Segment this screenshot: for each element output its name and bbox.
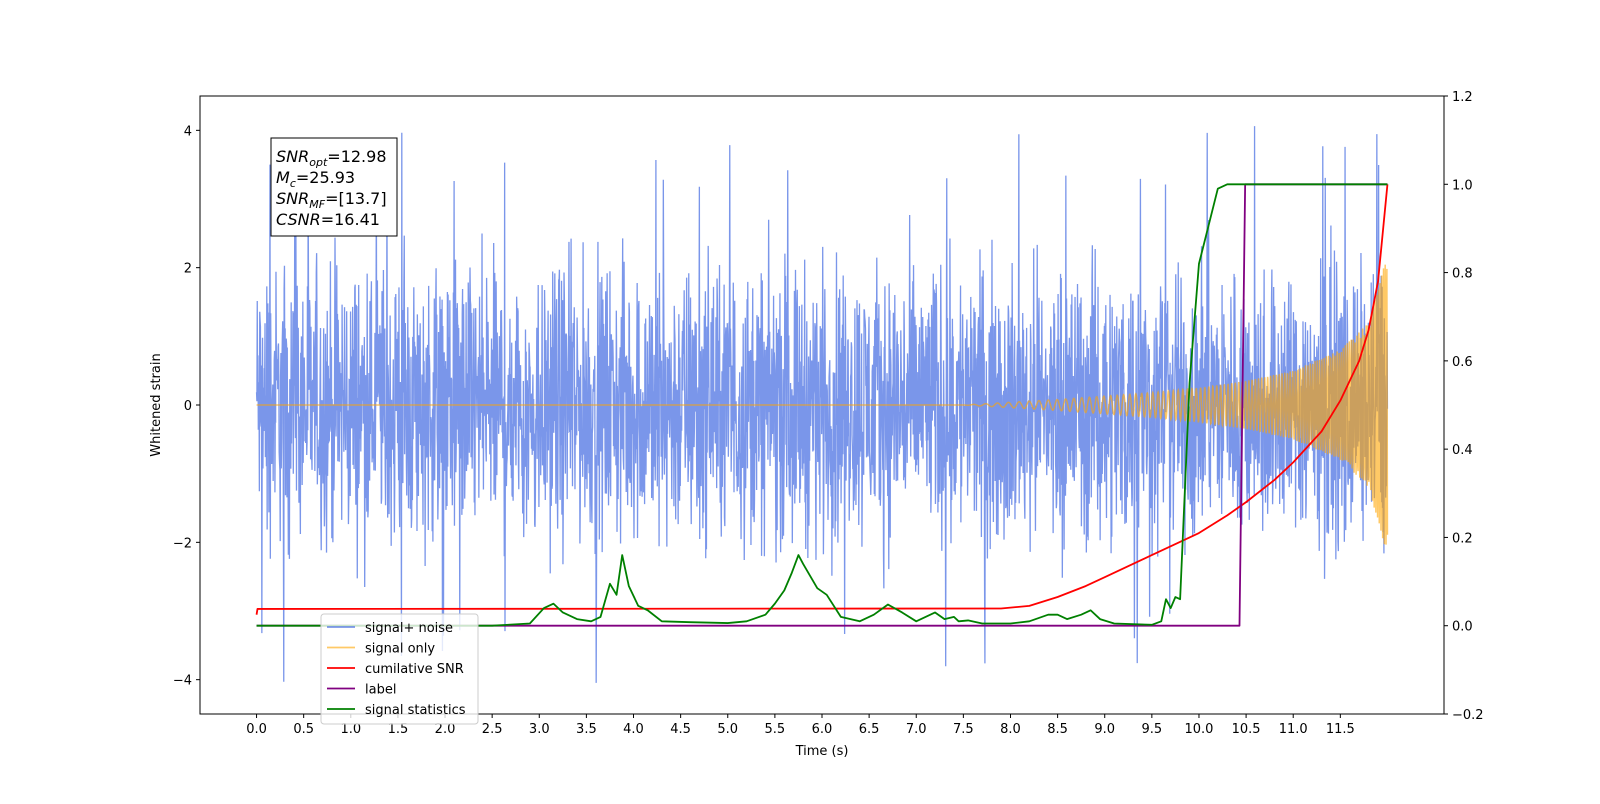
y-axis-label: Whitened strain [149, 353, 164, 456]
x-tick-label: 1.0 [340, 722, 361, 737]
y2-tick-label: 0.2 [1452, 531, 1473, 546]
x-tick-label: 9.0 [1094, 722, 1115, 737]
x-tick-label: 11.5 [1326, 722, 1355, 737]
y-tick-label: −4 [173, 674, 192, 689]
annotation-box-frame [270, 137, 398, 237]
x-tick-label: 10.5 [1232, 722, 1261, 737]
legend-entry-label: label [365, 683, 396, 698]
series-signal-only-line [256, 264, 1389, 545]
x-tick-label: 1.5 [388, 722, 409, 737]
legend-entry-label: signal+ noise [365, 621, 453, 636]
y2-tick-label: 0.8 [1452, 267, 1473, 282]
y2-tick-label: 1.0 [1452, 178, 1473, 193]
y2-tick-label: 0.6 [1452, 355, 1473, 370]
x-tick-label: 2.0 [435, 722, 456, 737]
y2-tick-label: 0.0 [1452, 620, 1473, 635]
x-tick-label: 2.5 [482, 722, 503, 737]
legend-frame [320, 613, 479, 725]
y-tick-label: 0 [184, 399, 192, 414]
series-cumilative-snr-line [255, 184, 1389, 615]
x-tick-label: 5.5 [765, 722, 786, 737]
y2-tick-label: 1.2 [1452, 90, 1473, 105]
x-tick-label: 0.5 [293, 722, 314, 737]
x-tick-label: 4.5 [670, 722, 691, 737]
y2-tick-label: 0.4 [1452, 443, 1473, 458]
annotation-line: SNRopt=12.98 [276, 147, 387, 169]
x-tick-label: 10.0 [1184, 722, 1213, 737]
annotation-line: SNRMF=[13.7] [276, 189, 387, 211]
y-axis-right: −0.2 0.0 0.2 0.4 0.6 0.8 1.0 1.2 [1444, 90, 1484, 723]
y-tick-label: 2 [184, 262, 192, 277]
legend-entry-label: signal statistics [365, 703, 466, 718]
x-axis: 0.0 0.5 1.0 1.5 2.0 2.5 3.0 3.5 4.0 4.5 5.0 5.5 6.0 6… [246, 714, 1355, 737]
x-tick-label: 5.0 [717, 722, 738, 737]
x-tick-label: 8.0 [1000, 722, 1021, 737]
y-tick-label: 4 [184, 124, 192, 139]
x-tick-label: 3.0 [529, 722, 550, 737]
x-tick-label: 3.5 [576, 722, 597, 737]
x-tick-label: 8.5 [1047, 722, 1068, 737]
series-signal-noise-line [255, 126, 1389, 683]
y2-tick-label: −0.2 [1452, 708, 1484, 723]
annotation-line: Mc=25.93 [276, 168, 355, 190]
x-axis-label: Time (s) [795, 744, 849, 759]
x-tick-label: 4.0 [623, 722, 644, 737]
annotation-line: CSNR=16.41 [276, 210, 380, 229]
x-tick-label: 7.0 [906, 722, 927, 737]
y-tick-label: −2 [173, 536, 192, 551]
x-tick-label: 6.0 [812, 722, 833, 737]
legend: signal+ noise signal only cumilative SNR la… [320, 613, 479, 725]
x-tick-label: 11.0 [1279, 722, 1308, 737]
stats-annotation-box: SNRopt=12.98Mc=25.93SNRMF=[13.7]CSNR=16.… [270, 137, 398, 237]
x-tick-label: 6.5 [859, 722, 880, 737]
x-tick-label: 0.0 [246, 722, 267, 737]
series-layer [255, 126, 1389, 683]
legend-entry-label: signal only [365, 642, 435, 657]
series-signal-statistics-line [256, 183, 1388, 627]
x-tick-label: 9.5 [1142, 722, 1163, 737]
legend-entry-label: cumilative SNR [365, 662, 464, 677]
x-tick-label: 7.5 [953, 722, 974, 737]
y-axis-left: −4 −2 0 2 4 [173, 124, 200, 689]
